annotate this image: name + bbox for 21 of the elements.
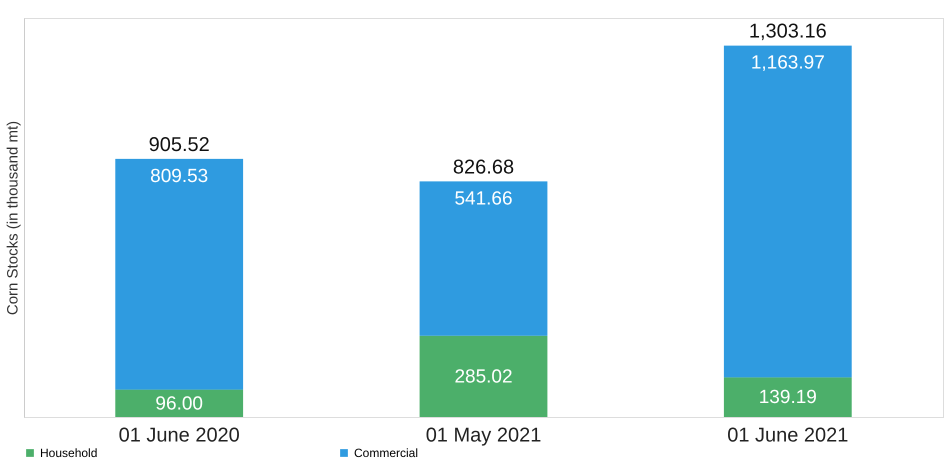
- total-label: 826.68: [452, 156, 514, 178]
- legend-label: Household: [40, 446, 98, 460]
- total-label: 1,303.16: [748, 20, 827, 43]
- data-label: 1,163.97: [750, 52, 825, 74]
- legend-label: Commercial: [354, 446, 418, 460]
- x-tick-label: 01 May 2021: [426, 424, 542, 446]
- data-label: 809.53: [150, 166, 208, 187]
- x-tick-label: 01 June 2021: [727, 424, 848, 446]
- bar: [420, 181, 548, 336]
- y-axis-title: Corn Stocks (in thousand mt): [4, 120, 22, 316]
- data-label: 285.02: [454, 366, 513, 388]
- bar: [724, 46, 852, 378]
- data-label: 541.66: [454, 188, 513, 210]
- bar: [115, 390, 244, 417]
- data-label: 139.19: [758, 387, 817, 408]
- bar: [115, 158, 244, 390]
- total-label: 905.52: [148, 134, 210, 156]
- bar: [724, 377, 852, 417]
- bar: [420, 336, 548, 417]
- x-tick-label: 01 June 2020: [118, 424, 240, 446]
- data-label: 96.00: [155, 393, 203, 414]
